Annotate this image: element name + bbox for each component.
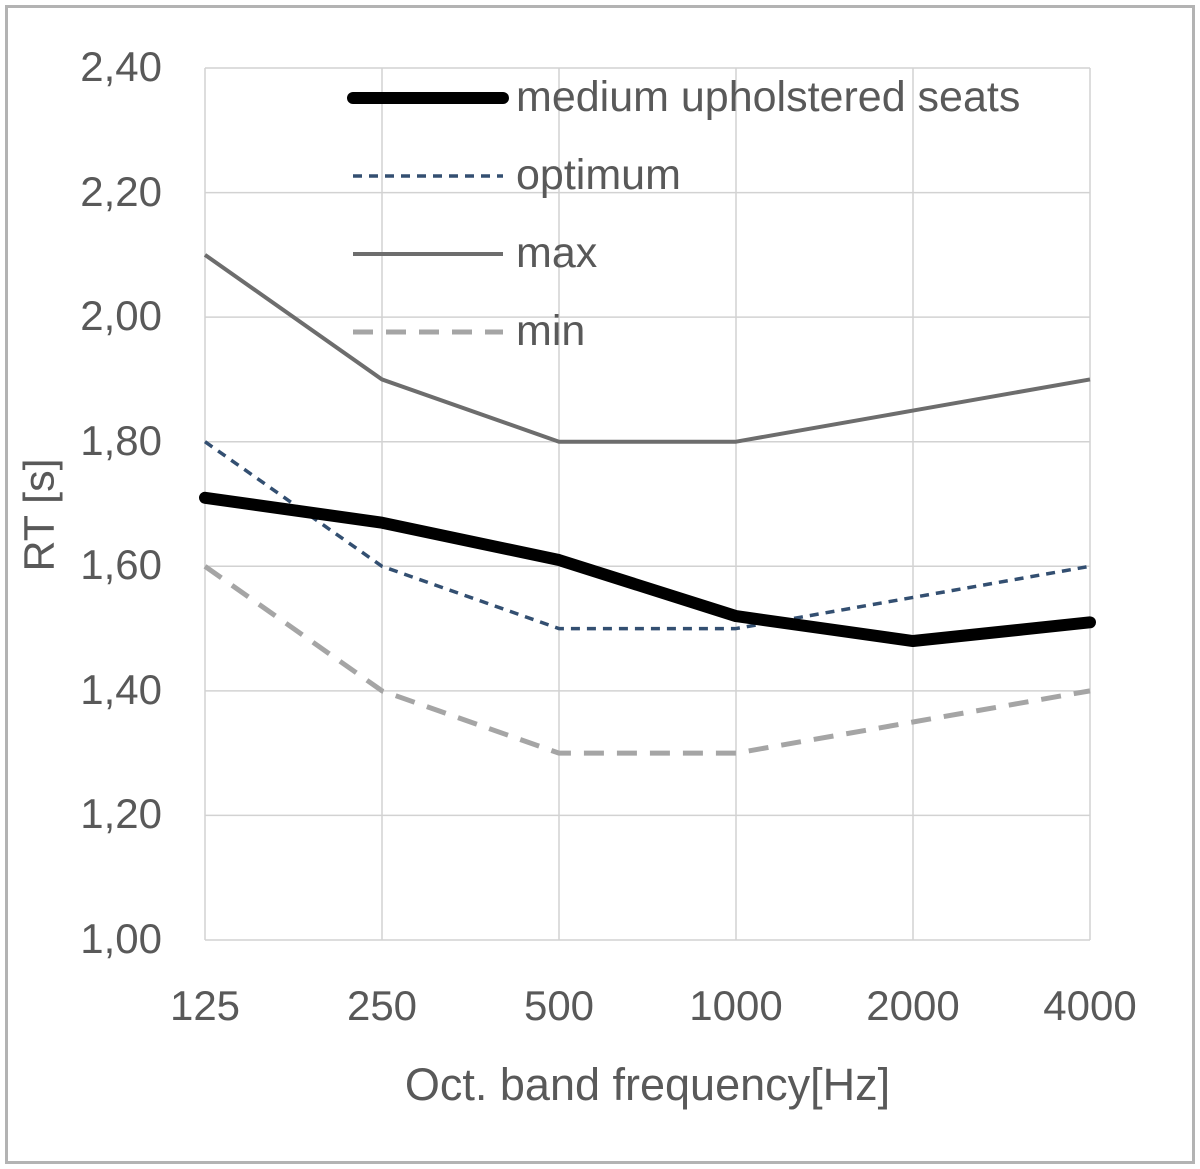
legend-label: optimum xyxy=(516,151,681,199)
legend-item-medium-upholstered-seats: medium upholstered seats xyxy=(345,76,1020,119)
series-line-max xyxy=(203,253,1091,444)
legend-line-sample-max xyxy=(353,251,503,256)
x-tick-label: 500 xyxy=(523,982,595,1029)
legend-line-sample-medium-upholstered-seats xyxy=(347,91,509,104)
x-axis-title: Oct. band frequency[Hz] xyxy=(404,1059,891,1110)
image-border-frame xyxy=(5,5,1195,1164)
y-tick-label: 2,40 xyxy=(80,43,162,91)
legend: medium upholstered seats optimum max min xyxy=(345,76,1020,353)
legend-label: max xyxy=(516,229,598,277)
y-tick-label: 1,00 xyxy=(80,915,162,963)
legend-item-min: min xyxy=(345,310,1020,353)
x-tick-label: 4000 xyxy=(1043,982,1137,1029)
x-tick-label: 2000 xyxy=(866,982,960,1029)
x-tick-label: 125 xyxy=(169,982,241,1029)
legend-item-max: max xyxy=(345,232,1020,275)
series-line-medium-upholstered-seats xyxy=(199,491,1096,648)
x-tick-label: 250 xyxy=(346,982,418,1029)
legend-line-sample-optimum xyxy=(353,173,503,178)
series-line-min xyxy=(203,564,1091,756)
x-tick-label: 1000 xyxy=(689,982,783,1029)
y-tick-label: 1,60 xyxy=(80,541,162,589)
series-line-optimum xyxy=(203,440,1091,631)
y-tick-label: 1,20 xyxy=(80,790,162,838)
y-tick-label: 2,20 xyxy=(80,167,162,215)
legend-label: medium upholstered seats xyxy=(516,73,1021,121)
y-tick-label: 1,40 xyxy=(80,666,162,714)
legend-item-optimum: optimum xyxy=(345,154,1020,197)
y-axis-title: RT [s] xyxy=(15,458,64,572)
y-tick-label: 1,80 xyxy=(80,416,162,464)
legend-line-sample-min xyxy=(353,329,503,334)
gridlines xyxy=(204,67,1091,941)
legend-label: min xyxy=(516,307,586,355)
y-tick-label: 2,00 xyxy=(80,292,162,340)
